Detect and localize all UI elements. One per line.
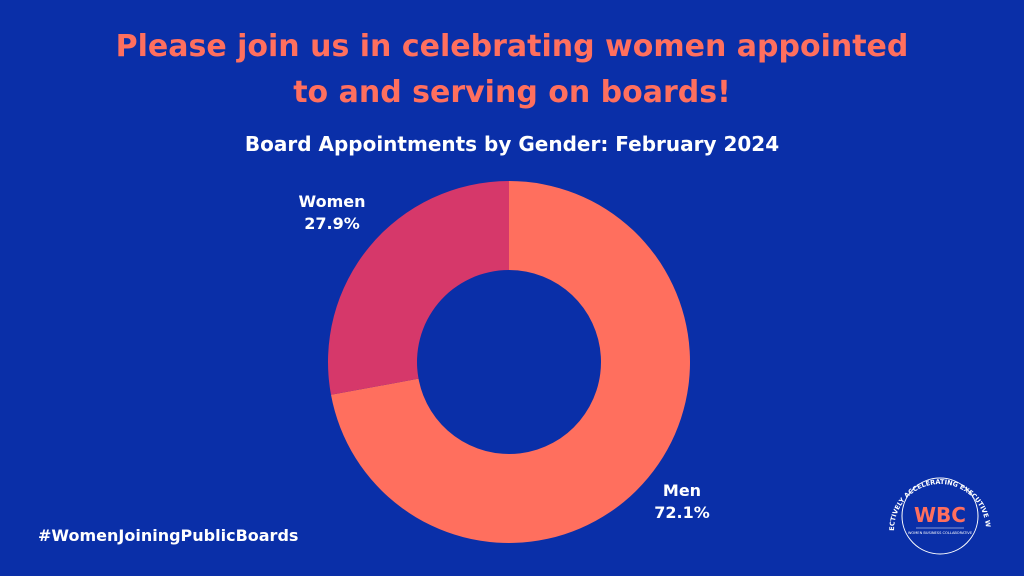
slice-label-men-value: 72.1% [654, 503, 710, 522]
slice-label-women: Women 27.9% [282, 191, 382, 235]
slice-label-men-name: Men [662, 481, 702, 500]
slice-label-men: Men 72.1% [632, 480, 732, 524]
wbc-logo: COLLECTIVELY ACCELERATING EXECUTIVE WOME… [880, 460, 992, 555]
chart-title: Board Appointments by Gender: February 2… [244, 132, 780, 156]
slice-label-women-name: Women [298, 192, 366, 211]
headline: Please join us in celebrating women appo… [0, 24, 1024, 116]
logo-subtitle: WOMEN BUSINESS COLLABORATIVE [908, 531, 973, 535]
slice-label-women-value: 27.9% [304, 214, 360, 233]
headline-line-1: Please join us in celebrating women appo… [115, 29, 909, 64]
hashtag: #WomenJoiningPublicBoards [38, 526, 299, 545]
logo-ring [901, 477, 979, 555]
headline-line-2: to and serving on boards! [293, 75, 731, 110]
donut-slice-men [330, 181, 691, 544]
donut-slice-women [328, 181, 509, 395]
logo-mark: WBC [914, 503, 966, 527]
